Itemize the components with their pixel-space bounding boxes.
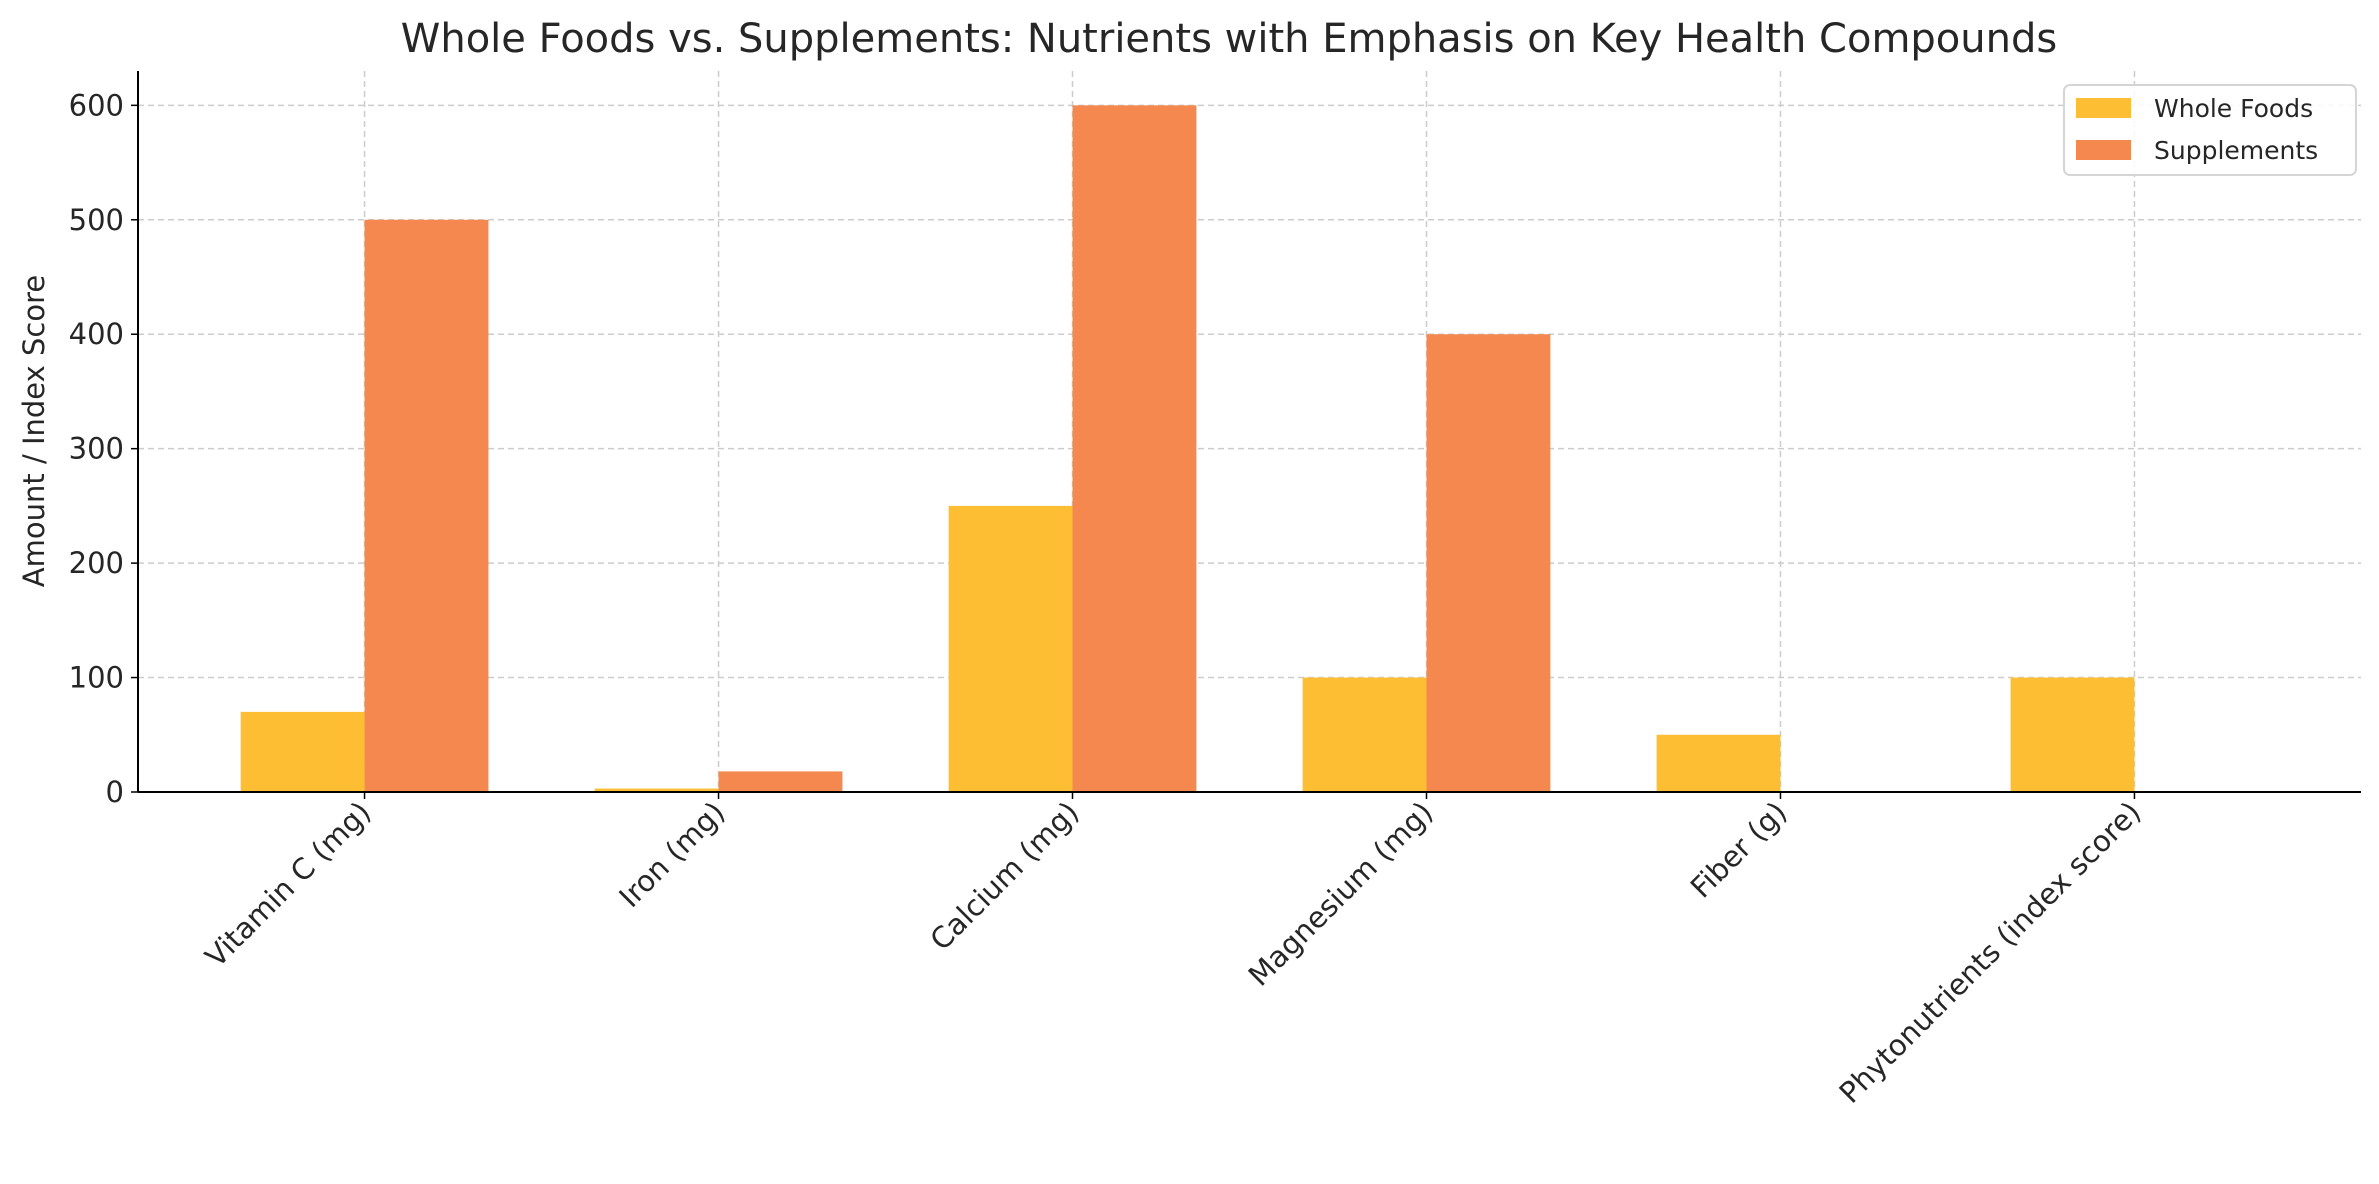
x-tick-label: Phytonutrients (index score) [1833, 795, 2148, 1110]
bar-whole-foods [1656, 734, 1781, 792]
y-tick-label: 100 [69, 661, 124, 695]
bars [240, 105, 2135, 793]
legend-swatch [2076, 140, 2131, 160]
x-tick-label: Magnesium (mg) [1242, 795, 1440, 993]
bar-whole-foods [2010, 677, 2135, 792]
legend: Whole Foods Supplements [2063, 84, 2357, 176]
grid [138, 71, 2361, 793]
legend-swatch [2076, 98, 2131, 118]
y-tick-label: 200 [69, 546, 124, 580]
y-tick-label: 500 [69, 203, 124, 237]
x-tick-label: Calcium (mg) [923, 795, 1085, 957]
chart-title: Whole Foods vs. Supplements: Nutrients w… [401, 16, 2057, 62]
bar-whole-foods [594, 788, 719, 792]
bar-whole-foods [1302, 677, 1427, 792]
x-tick-label: Vitamin C (mg) [199, 795, 378, 974]
bar-supplements [1426, 334, 1551, 792]
y-tick-label: 300 [69, 432, 124, 466]
y-tick-label: 600 [69, 88, 124, 122]
bar-supplements [1072, 105, 1197, 793]
y-axis-label: Amount / Index Score [17, 275, 51, 587]
y-tick-label: 400 [69, 317, 124, 351]
x-tick-label: Fiber (g) [1684, 795, 1794, 905]
bar-supplements [718, 771, 843, 792]
y-tick-label: 0 [106, 775, 124, 809]
x-tick-label: Iron (mg) [612, 795, 731, 914]
legend-label: Supplements [2154, 136, 2318, 165]
legend-label: Whole Foods [2154, 94, 2313, 123]
bar-whole-foods [948, 505, 1073, 792]
legend-box [2063, 84, 2357, 176]
bar-supplements [364, 219, 489, 792]
bar-whole-foods [240, 711, 365, 792]
